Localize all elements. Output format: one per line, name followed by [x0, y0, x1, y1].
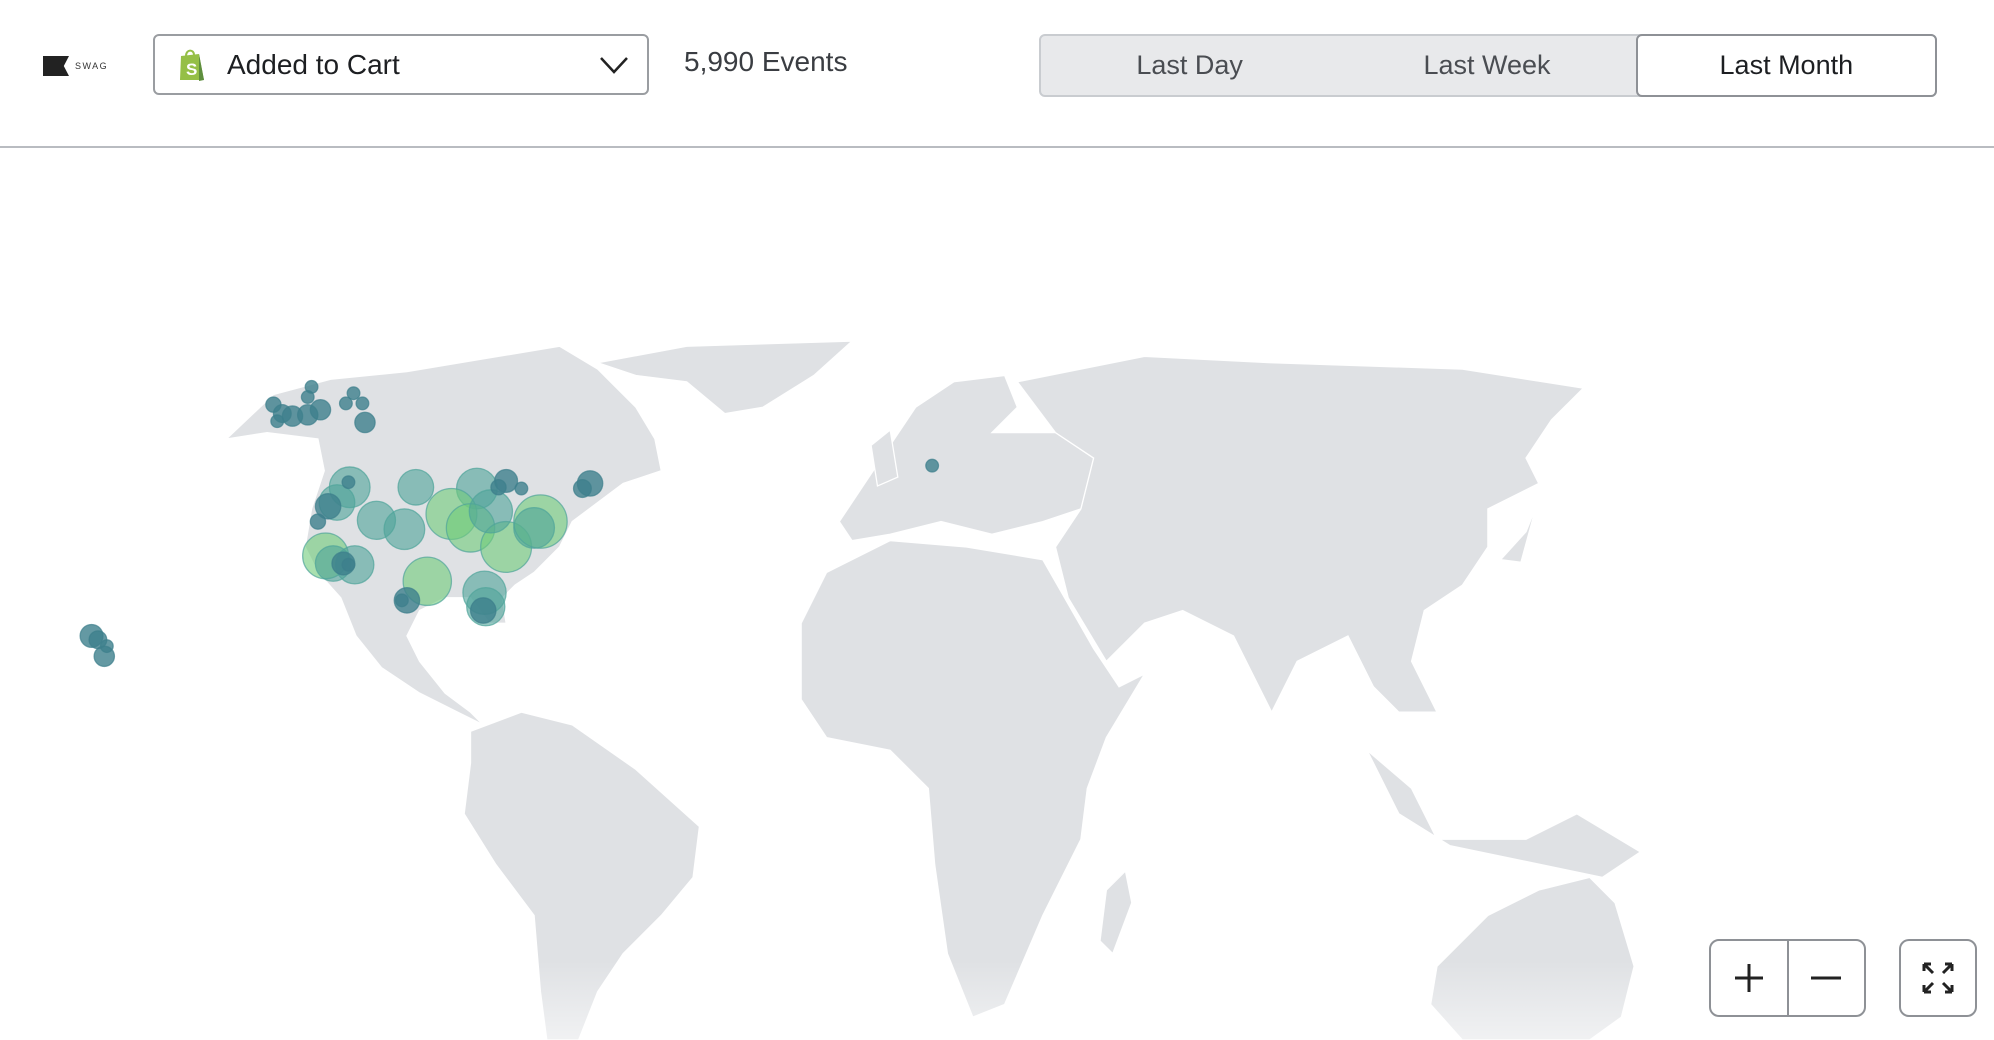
event-marker[interactable]: [490, 479, 507, 496]
madagascar: [1099, 869, 1133, 955]
uk: [870, 428, 899, 487]
svg-text:S: S: [186, 60, 197, 79]
world-map[interactable]: [0, 148, 1994, 1040]
range-last-week[interactable]: Last Week: [1423, 50, 1551, 80]
top-bar: SWAG S Added to Cart 5,990 Events Last D…: [0, 0, 1994, 148]
event-marker[interactable]: [925, 458, 940, 473]
time-range-selector: Last Day Last Week Last Month: [1039, 34, 1937, 97]
japan: [1499, 506, 1537, 563]
event-marker[interactable]: [513, 506, 556, 549]
zoom-out-button[interactable]: [1786, 941, 1865, 1015]
southeast-asia-islands: [1366, 749, 1642, 879]
event-marker[interactable]: [270, 414, 285, 429]
event-marker[interactable]: [572, 479, 592, 499]
event-marker[interactable]: [341, 557, 356, 572]
australia: [1429, 876, 1635, 1040]
event-marker[interactable]: [341, 475, 356, 490]
event-marker[interactable]: [346, 386, 361, 401]
event-marker[interactable]: [309, 398, 332, 421]
event-marker[interactable]: [383, 508, 426, 551]
event-marker[interactable]: [309, 513, 327, 530]
event-marker[interactable]: [468, 489, 514, 534]
range-last-month[interactable]: Last Month: [1635, 34, 1937, 97]
minus-icon: [1811, 976, 1842, 980]
event-count: 5,990 Events: [684, 46, 848, 77]
plus-icon: [1734, 964, 1763, 992]
logo: SWAG: [43, 56, 108, 76]
logo-text: SWAG: [75, 61, 109, 71]
south-america: [463, 711, 701, 1040]
event-marker[interactable]: [338, 396, 353, 411]
event-markers: [79, 379, 940, 668]
event-marker[interactable]: [397, 468, 435, 506]
event-marker[interactable]: [355, 396, 370, 411]
event-marker[interactable]: [469, 597, 497, 624]
expand-icon: [1922, 962, 1954, 994]
greenland: [595, 340, 854, 415]
event-type-dropdown[interactable]: S Added to Cart: [153, 34, 649, 95]
shopify-bag-icon: S: [180, 49, 204, 81]
event-marker[interactable]: [514, 481, 529, 496]
africa: [800, 539, 1147, 1018]
dropdown-selected-value: Added to Cart: [227, 48, 400, 80]
chevron-down-icon: [600, 57, 628, 74]
fullscreen-button[interactable]: [1899, 939, 1977, 1017]
zoom-in-button[interactable]: [1711, 941, 1787, 1015]
asia: [1016, 355, 1585, 714]
event-marker[interactable]: [394, 593, 409, 608]
event-marker[interactable]: [93, 645, 116, 668]
range-last-day[interactable]: Last Day: [1136, 50, 1243, 80]
event-marker[interactable]: [300, 390, 315, 405]
event-marker[interactable]: [354, 411, 376, 434]
zoom-controls: [1709, 939, 1866, 1017]
logo-mark: [43, 56, 69, 76]
event-marker[interactable]: [314, 492, 342, 520]
